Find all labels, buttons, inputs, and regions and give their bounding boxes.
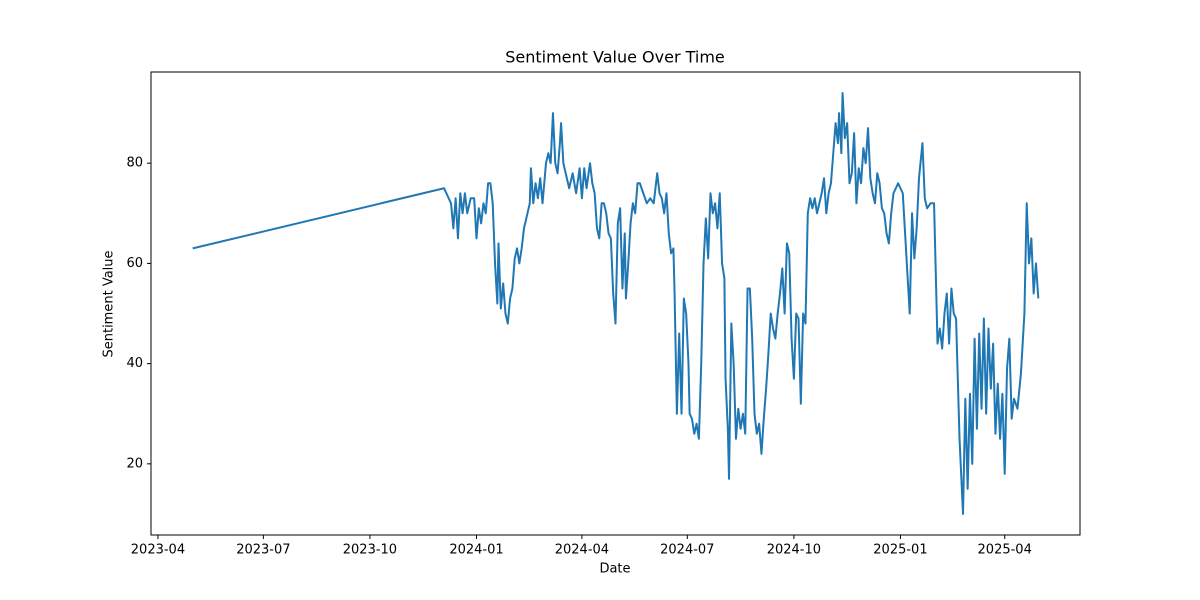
x-tick-label: 2025-04 xyxy=(978,543,1032,558)
y-tick-label: 60 xyxy=(126,256,143,271)
data-line xyxy=(192,92,1040,515)
x-tick-label: 2024-10 xyxy=(767,543,821,558)
y-tick-label: 20 xyxy=(126,456,143,471)
chart-title: Sentiment Value Over Time xyxy=(505,48,725,67)
x-tick-label: 2024-01 xyxy=(449,543,503,558)
y-tick-label: 80 xyxy=(126,156,143,171)
x-tick-label: 2025-01 xyxy=(873,543,927,558)
x-tick-label: 2024-04 xyxy=(555,543,609,558)
x-tick-label: 2023-10 xyxy=(343,543,397,558)
x-tick-label: 2023-04 xyxy=(131,543,185,558)
x-tick-label: 2023-07 xyxy=(236,543,290,558)
x-axis-label: Date xyxy=(599,562,630,577)
plot-frame xyxy=(150,71,1081,536)
y-axis-label: Sentiment Value xyxy=(102,250,117,357)
y-tick-label: 40 xyxy=(126,356,143,371)
x-tick-label: 2024-07 xyxy=(660,543,714,558)
